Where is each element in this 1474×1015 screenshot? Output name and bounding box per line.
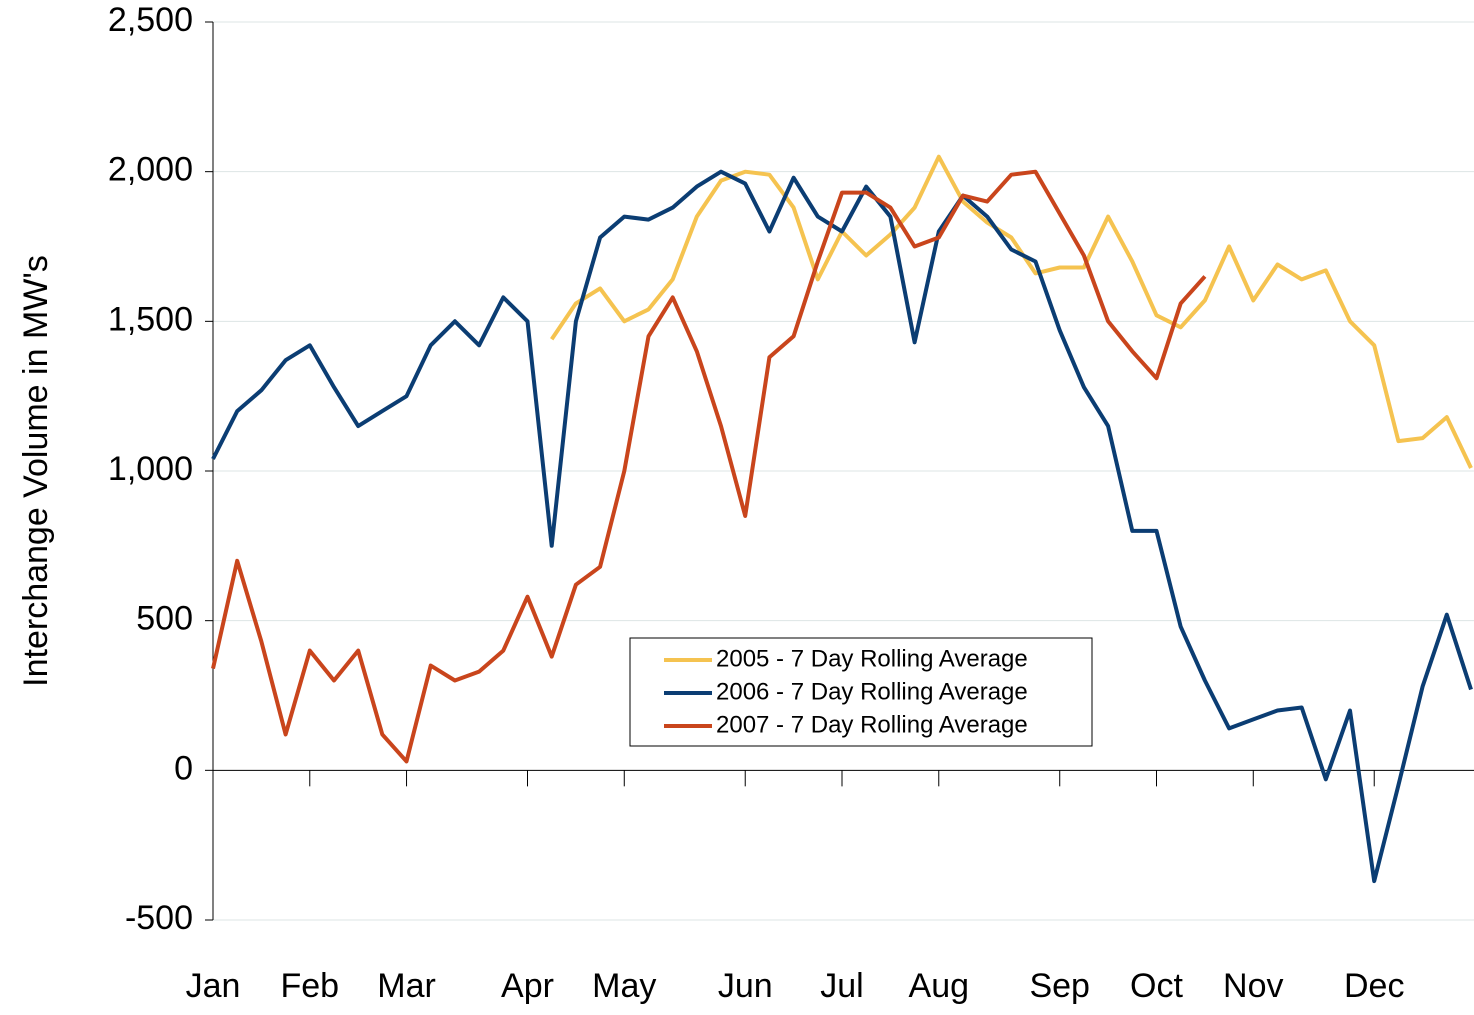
y-tick-label: -500 bbox=[125, 899, 193, 937]
x-tick-label: Sep bbox=[1029, 967, 1090, 1005]
x-tick-label: Aug bbox=[909, 967, 970, 1005]
x-tick-label: Dec bbox=[1344, 967, 1404, 1005]
x-tick-label: Nov bbox=[1223, 967, 1283, 1005]
x-tick-label: Mar bbox=[377, 967, 436, 1005]
y-tick-label: 2,000 bbox=[108, 151, 193, 189]
y-tick-label: 2,500 bbox=[108, 1, 193, 39]
series-line bbox=[550, 154, 1473, 469]
series-line bbox=[211, 169, 1207, 764]
y-tick-label: 0 bbox=[174, 749, 193, 787]
y-tick-label: 1,500 bbox=[108, 300, 193, 338]
y-tick-label: 500 bbox=[136, 600, 193, 638]
x-tick-label: Oct bbox=[1130, 967, 1183, 1005]
x-tick-label: May bbox=[592, 967, 656, 1005]
x-tick-label: Jun bbox=[718, 967, 773, 1005]
x-tick-label: Jul bbox=[820, 967, 863, 1005]
y-tick-label: 1,000 bbox=[108, 450, 193, 488]
y-axis-label: Interchange Volume in MW's bbox=[17, 255, 55, 687]
x-tick-label: Jan bbox=[186, 967, 241, 1005]
series-line bbox=[211, 169, 1473, 884]
x-tick-label: Apr bbox=[501, 967, 554, 1005]
legend-label: 2006 - 7 Day Rolling Average bbox=[716, 678, 1028, 705]
legend-label: 2005 - 7 Day Rolling Average bbox=[716, 645, 1028, 672]
legend-label: 2007 - 7 Day Rolling Average bbox=[716, 711, 1028, 738]
x-tick-label: Feb bbox=[280, 967, 339, 1005]
